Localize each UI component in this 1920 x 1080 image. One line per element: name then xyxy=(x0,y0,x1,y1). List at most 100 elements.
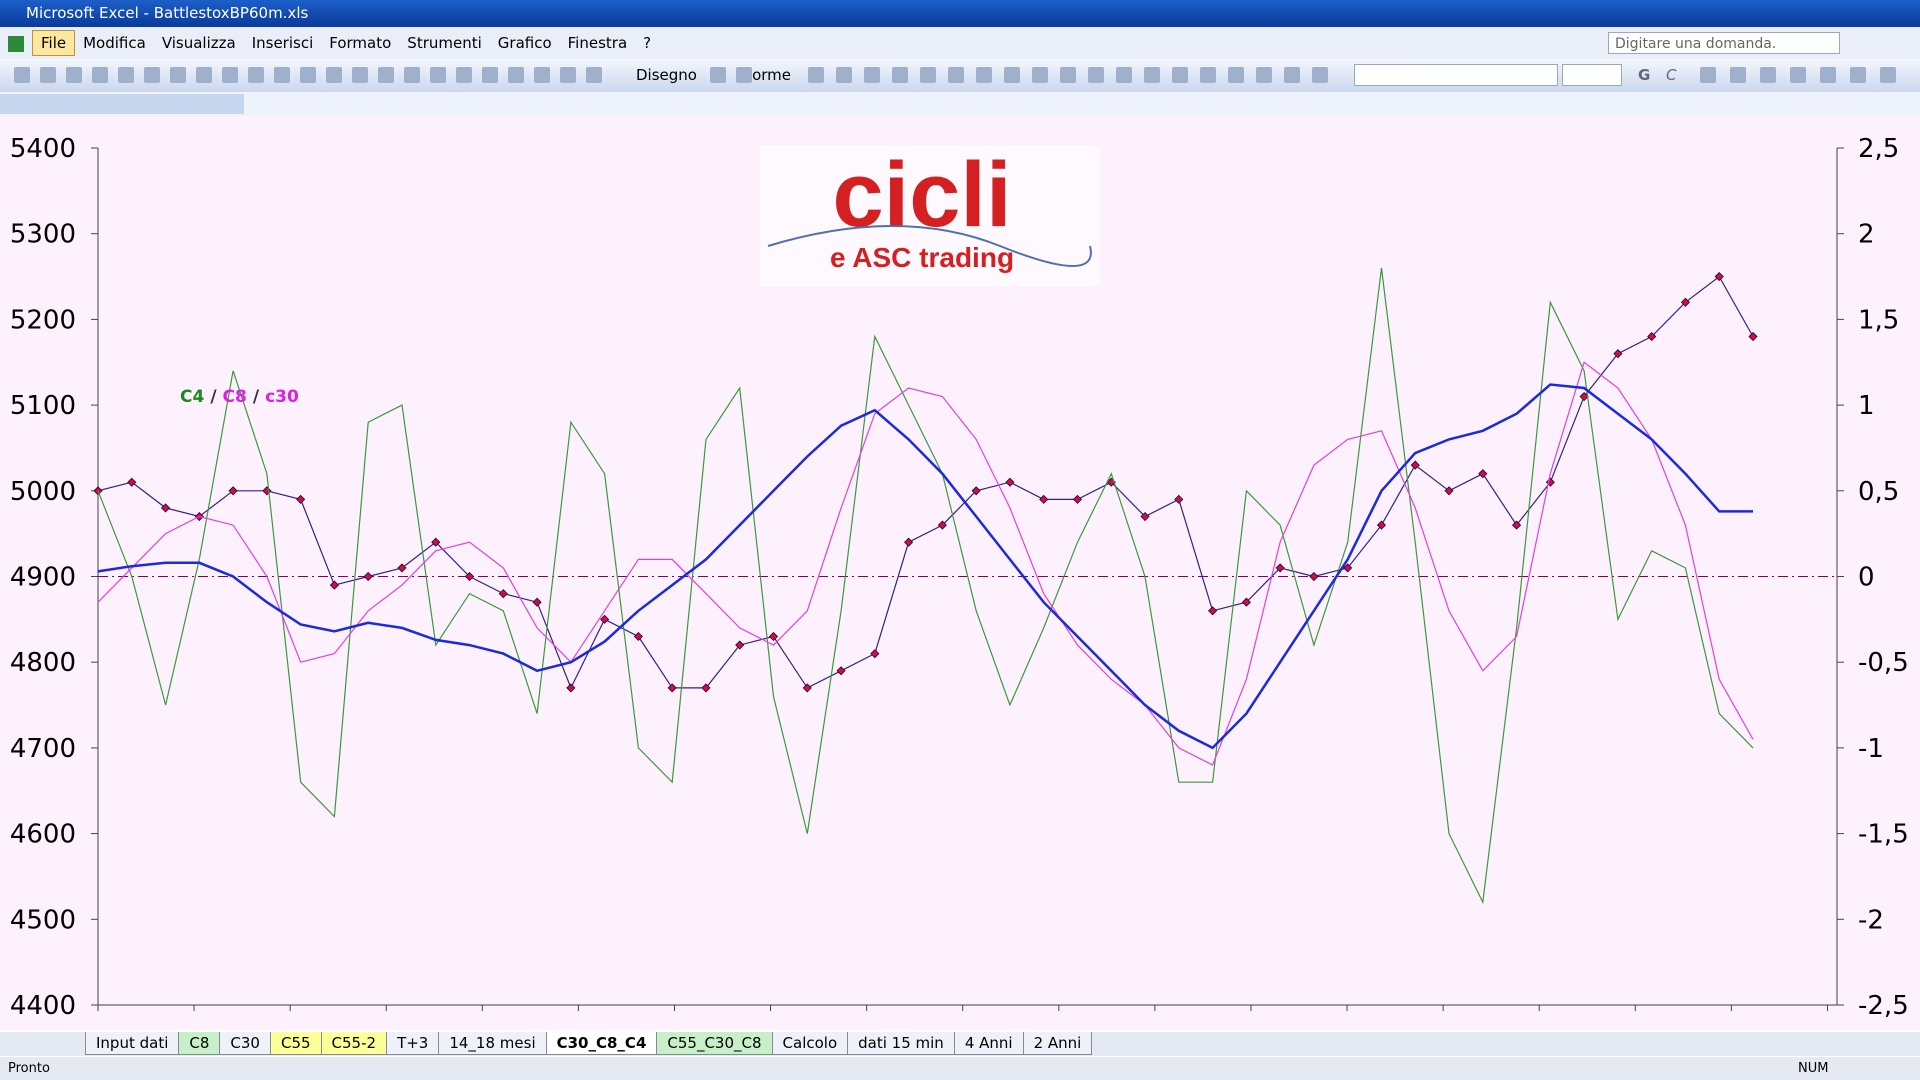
data-point xyxy=(1072,494,1083,504)
sheet-tab[interactable]: C55 xyxy=(269,1032,322,1055)
toolbar-icon[interactable] xyxy=(976,67,992,83)
toolbar-icon[interactable] xyxy=(808,67,824,83)
menu-item[interactable]: Visualizza xyxy=(161,34,236,52)
data-point xyxy=(1714,271,1724,282)
help-box[interactable]: Digitare una domanda. xyxy=(1608,32,1840,54)
legend-entry: c30 xyxy=(265,387,299,407)
toolbar-icon[interactable] xyxy=(118,67,134,83)
sheet-tab[interactable]: C30_C8_C4 xyxy=(545,1032,658,1055)
toolbar-icon[interactable] xyxy=(1880,67,1896,83)
menu-item[interactable]: File xyxy=(32,30,76,56)
data-point xyxy=(1309,571,1319,582)
sheet-tabs: Input dati C8 C30 C55 C55-2 T+3 14_18 mesi C30_… xyxy=(0,1032,1920,1056)
toolbar-icon[interactable] xyxy=(248,67,264,83)
toolbar-icon[interactable] xyxy=(352,67,368,83)
toolbar-icon[interactable] xyxy=(1850,67,1866,83)
toolbar-icon[interactable] xyxy=(66,67,82,83)
toolbar-icon[interactable] xyxy=(1700,67,1716,83)
data-point xyxy=(971,486,981,496)
menu-item[interactable]: Grafico xyxy=(497,34,552,52)
toolbar-icon[interactable] xyxy=(736,67,752,83)
menu-item[interactable]: ? xyxy=(643,34,652,52)
toolbar-icon[interactable] xyxy=(404,67,420,83)
toolbar-icon[interactable] xyxy=(948,67,964,83)
data-point xyxy=(735,640,745,650)
toolbar-icon[interactable] xyxy=(144,67,160,83)
toolbar-icon[interactable] xyxy=(1228,67,1244,83)
toolbar-icon[interactable] xyxy=(508,67,524,83)
toolbar-icon[interactable] xyxy=(170,67,186,83)
sheet-tab[interactable]: T+3 xyxy=(386,1032,440,1055)
toolbar-icon[interactable] xyxy=(892,67,908,83)
legend-entry: C8 xyxy=(223,387,247,407)
bold-button[interactable]: G xyxy=(1638,66,1651,84)
sheet-tab[interactable]: dati 15 min xyxy=(847,1032,955,1055)
data-point xyxy=(1275,563,1285,573)
toolbar-icon[interactable] xyxy=(430,67,446,83)
toolbar-icon[interactable] xyxy=(920,67,936,83)
sheet-tab[interactable]: C8 xyxy=(178,1032,221,1055)
italic-button[interactable]: C xyxy=(1666,66,1677,84)
toolbar-icon[interactable] xyxy=(14,67,30,83)
toolbar-icon[interactable] xyxy=(586,67,602,83)
num-indicator: NUM xyxy=(1798,1061,1829,1076)
toolbar-icon[interactable] xyxy=(1790,67,1806,83)
sheet-tab[interactable]: 2 Anni xyxy=(1022,1032,1093,1055)
toolbar-icon[interactable] xyxy=(274,67,290,83)
toolbar-icon[interactable] xyxy=(1004,67,1020,83)
toolbar-icon[interactable] xyxy=(534,67,550,83)
sheet-tab[interactable]: Calcolo xyxy=(771,1032,849,1055)
toolbar-icon[interactable] xyxy=(1730,67,1746,83)
toolbar-icon[interactable] xyxy=(300,67,316,83)
toolbar-icon[interactable] xyxy=(1116,67,1132,83)
y-tick-label: 4900 xyxy=(10,563,76,593)
data-point xyxy=(768,631,779,642)
toolbar-icon[interactable] xyxy=(92,67,108,83)
toolbar-icon[interactable] xyxy=(1312,67,1328,83)
draw-menu[interactable]: Disegno xyxy=(636,66,697,84)
toolbar-icon[interactable] xyxy=(560,67,576,83)
sheet-tab[interactable]: 4 Anni xyxy=(953,1032,1024,1055)
toolbar-icon[interactable] xyxy=(1256,67,1272,83)
data-point xyxy=(1005,477,1015,487)
toolbar-icon[interactable] xyxy=(1144,67,1160,83)
sheet-tab[interactable]: 14_18 mesi xyxy=(438,1032,547,1055)
toolbar-icon[interactable] xyxy=(482,67,498,83)
name-box[interactable] xyxy=(0,94,244,114)
toolbar-icon[interactable] xyxy=(196,67,212,83)
menu-item[interactable]: Formato xyxy=(329,34,392,52)
y-tick-label: 4400 xyxy=(10,991,76,1021)
toolbar-icon[interactable] xyxy=(1088,67,1104,83)
toolbar-icon[interactable] xyxy=(1032,67,1048,83)
toolbar-icon[interactable] xyxy=(864,67,880,83)
y2-tick-label: 1 xyxy=(1858,391,1875,421)
sheet-tab[interactable]: C30 xyxy=(219,1032,271,1055)
toolbar-icon[interactable] xyxy=(40,67,56,83)
toolbar-icon[interactable] xyxy=(710,67,726,83)
toolbar-icon[interactable] xyxy=(1760,67,1776,83)
toolbar-icon[interactable] xyxy=(456,67,472,83)
menu-item[interactable]: Finestra xyxy=(567,34,628,52)
menu-item[interactable]: Inserisci xyxy=(251,34,314,52)
sheet-tab[interactable]: C55-2 xyxy=(320,1032,388,1055)
toolbar-icon[interactable] xyxy=(1060,67,1076,83)
toolbar-icon[interactable] xyxy=(1284,67,1300,83)
window-title: Microsoft Excel - BattlestoxBP60m.xls xyxy=(26,4,309,22)
sheet-tab[interactable]: Input dati xyxy=(85,1032,180,1055)
menu-item[interactable]: Strumenti xyxy=(407,34,482,52)
font-combo[interactable] xyxy=(1354,64,1558,86)
shapes-menu[interactable]: Forme xyxy=(744,66,792,84)
toolbar-icon[interactable] xyxy=(222,67,238,83)
toolbar-icon[interactable] xyxy=(326,67,342,83)
toolbar-icon[interactable] xyxy=(1200,67,1216,83)
y-tick-label: 4700 xyxy=(10,734,76,764)
toolbar-icon[interactable] xyxy=(1172,67,1188,83)
sheet-tab[interactable]: C55_C30_C8 xyxy=(656,1032,773,1055)
toolbar-icon[interactable] xyxy=(836,67,852,83)
size-combo[interactable] xyxy=(1562,64,1622,86)
toolbar-icon[interactable] xyxy=(378,67,394,83)
data-point xyxy=(1613,349,1623,359)
menu-item[interactable]: Modifica xyxy=(83,34,146,52)
toolbar-icon[interactable] xyxy=(1820,67,1836,83)
series-line xyxy=(97,275,1754,690)
